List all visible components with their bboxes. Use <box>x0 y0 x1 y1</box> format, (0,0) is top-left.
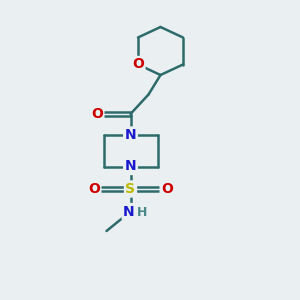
Text: O: O <box>161 182 173 196</box>
Text: O: O <box>88 182 100 196</box>
Text: N: N <box>123 205 135 218</box>
Text: S: S <box>125 182 136 196</box>
Text: O: O <box>132 58 144 71</box>
Text: O: O <box>91 107 103 121</box>
Text: N: N <box>125 128 136 142</box>
Text: N: N <box>125 160 136 173</box>
Text: H: H <box>137 206 147 220</box>
